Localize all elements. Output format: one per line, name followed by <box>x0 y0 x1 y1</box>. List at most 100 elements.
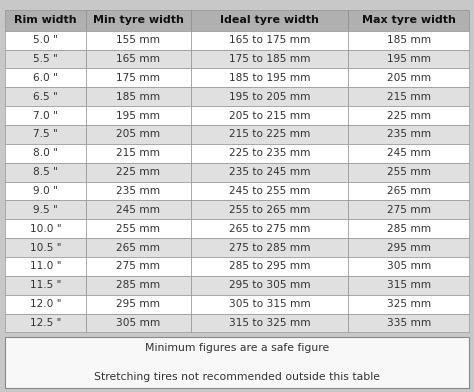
Text: 255 to 265 mm: 255 to 265 mm <box>229 205 310 215</box>
Bar <box>5 68 86 87</box>
Text: 295 to 305 mm: 295 to 305 mm <box>228 280 310 290</box>
Text: 285 to 295 mm: 285 to 295 mm <box>229 261 310 271</box>
Text: 315 to 325 mm: 315 to 325 mm <box>228 318 310 328</box>
Bar <box>348 200 469 219</box>
Text: 225 mm: 225 mm <box>116 167 160 177</box>
Bar <box>348 163 469 181</box>
Text: 215 mm: 215 mm <box>387 92 431 102</box>
Bar <box>348 125 469 144</box>
Bar <box>5 87 86 106</box>
Bar <box>348 10 469 31</box>
Text: 6.5 ": 6.5 " <box>33 92 58 102</box>
Text: 12.5 ": 12.5 " <box>30 318 61 328</box>
Bar <box>5 125 86 144</box>
Text: Min tyre width: Min tyre width <box>93 15 184 25</box>
Bar <box>348 219 469 238</box>
Text: 315 mm: 315 mm <box>387 280 431 290</box>
Bar <box>86 181 191 200</box>
Bar <box>5 238 86 257</box>
Bar <box>348 106 469 125</box>
Text: Max tyre width: Max tyre width <box>362 15 456 25</box>
Bar <box>5 257 86 276</box>
Text: 255 mm: 255 mm <box>387 167 431 177</box>
Bar <box>191 10 348 31</box>
Text: 235 mm: 235 mm <box>387 129 431 140</box>
Text: 335 mm: 335 mm <box>387 318 431 328</box>
Bar <box>86 10 191 31</box>
Text: Stretching tires not recommended outside this table: Stretching tires not recommended outside… <box>94 372 380 382</box>
Text: 275 mm: 275 mm <box>387 205 431 215</box>
Text: 11.5 ": 11.5 " <box>30 280 61 290</box>
Text: Ideal tyre width: Ideal tyre width <box>220 15 319 25</box>
Bar <box>191 31 348 49</box>
Text: 295 mm: 295 mm <box>387 243 431 252</box>
Text: 11.0 ": 11.0 " <box>30 261 61 271</box>
Bar <box>5 295 86 314</box>
Bar <box>5 163 86 181</box>
Text: 245 mm: 245 mm <box>116 205 160 215</box>
Bar <box>86 68 191 87</box>
Bar <box>348 68 469 87</box>
Bar <box>86 219 191 238</box>
Text: 295 mm: 295 mm <box>116 299 160 309</box>
Bar <box>191 144 348 163</box>
Bar <box>86 31 191 49</box>
Text: 325 mm: 325 mm <box>387 299 431 309</box>
Text: 165 to 175 mm: 165 to 175 mm <box>229 35 310 45</box>
Bar <box>5 10 86 31</box>
Bar <box>191 87 348 106</box>
Text: 9.0 ": 9.0 " <box>33 186 58 196</box>
Bar <box>191 314 348 332</box>
Text: 8.5 ": 8.5 " <box>33 167 58 177</box>
Text: 5.0 ": 5.0 " <box>33 35 58 45</box>
Bar <box>5 181 86 200</box>
Bar <box>191 163 348 181</box>
Text: 8.0 ": 8.0 " <box>33 148 58 158</box>
Bar <box>348 295 469 314</box>
Text: 225 mm: 225 mm <box>387 111 431 120</box>
Text: 215 mm: 215 mm <box>116 148 160 158</box>
Bar <box>191 295 348 314</box>
Text: 185 mm: 185 mm <box>116 92 160 102</box>
Bar <box>5 106 86 125</box>
Bar <box>191 106 348 125</box>
Bar <box>348 257 469 276</box>
Text: 9.5 ": 9.5 " <box>33 205 58 215</box>
Text: 285 mm: 285 mm <box>387 224 431 234</box>
Bar <box>348 31 469 49</box>
Bar <box>5 31 86 49</box>
Bar <box>5 200 86 219</box>
Text: Minimum figures are a safe figure: Minimum figures are a safe figure <box>145 343 329 353</box>
Text: 305 mm: 305 mm <box>116 318 160 328</box>
Text: 7.0 ": 7.0 " <box>33 111 58 120</box>
Bar <box>5 337 469 388</box>
Text: 235 to 245 mm: 235 to 245 mm <box>229 167 310 177</box>
Bar <box>86 106 191 125</box>
Bar <box>191 125 348 144</box>
Bar <box>191 181 348 200</box>
Bar <box>191 219 348 238</box>
Text: 7.5 ": 7.5 " <box>33 129 58 140</box>
Text: 305 mm: 305 mm <box>387 261 431 271</box>
Text: 305 to 315 mm: 305 to 315 mm <box>228 299 310 309</box>
Text: 245 to 255 mm: 245 to 255 mm <box>229 186 310 196</box>
Text: 155 mm: 155 mm <box>116 35 160 45</box>
Bar <box>348 238 469 257</box>
Text: 175 mm: 175 mm <box>116 73 160 83</box>
Text: 275 to 285 mm: 275 to 285 mm <box>229 243 310 252</box>
Text: 10.0 ": 10.0 " <box>29 224 61 234</box>
Bar <box>86 257 191 276</box>
Text: 175 to 185 mm: 175 to 185 mm <box>229 54 310 64</box>
Text: 185 mm: 185 mm <box>387 35 431 45</box>
Bar <box>5 314 86 332</box>
Text: 235 mm: 235 mm <box>116 186 160 196</box>
Text: 285 mm: 285 mm <box>116 280 160 290</box>
Text: 195 mm: 195 mm <box>116 111 160 120</box>
Bar <box>348 314 469 332</box>
Text: 165 mm: 165 mm <box>116 54 160 64</box>
Bar <box>86 314 191 332</box>
Bar <box>191 200 348 219</box>
Text: 205 mm: 205 mm <box>387 73 431 83</box>
Text: 10.5 ": 10.5 " <box>30 243 61 252</box>
Bar <box>86 200 191 219</box>
